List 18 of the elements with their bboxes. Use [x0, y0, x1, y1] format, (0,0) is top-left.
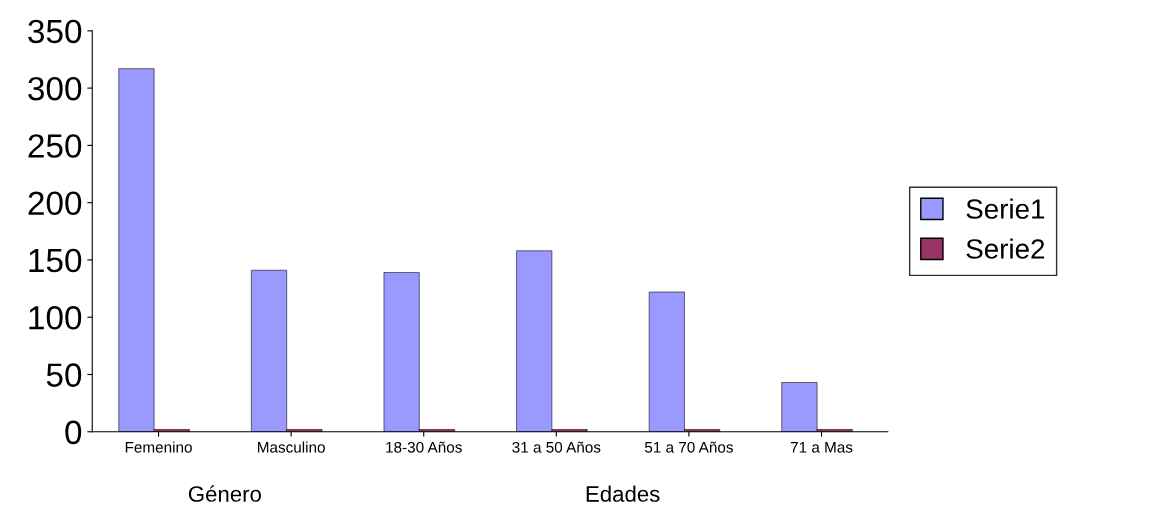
y-tick-label: 200 — [28, 191, 82, 216]
x-tick-label: 18-30 Años — [386, 441, 462, 453]
x-tick-label: Femenino — [125, 441, 192, 453]
text: Género — [188, 485, 261, 502]
legend-label: Serie2 — [966, 238, 1045, 259]
legend-label: Serie1 — [966, 198, 1045, 219]
y-tick-label: 100 — [29, 306, 82, 330]
text: Edades — [586, 485, 660, 502]
x-tick-label: Masculino — [258, 441, 325, 453]
y-tick-label: 300 — [28, 76, 82, 101]
x-tick-label: 31 a 50 Años — [512, 441, 601, 453]
x-tick-label: 51 a 70 Años — [644, 441, 733, 453]
x-tick-label: 71 a Mas — [790, 442, 853, 453]
y-tick-label: 350 — [28, 19, 82, 44]
y-tick-label: 150 — [29, 248, 82, 273]
y-tick-label: 50 — [46, 363, 82, 387]
y-tick-label: 250 — [28, 134, 82, 158]
y-tick-label: 0 — [65, 420, 82, 445]
